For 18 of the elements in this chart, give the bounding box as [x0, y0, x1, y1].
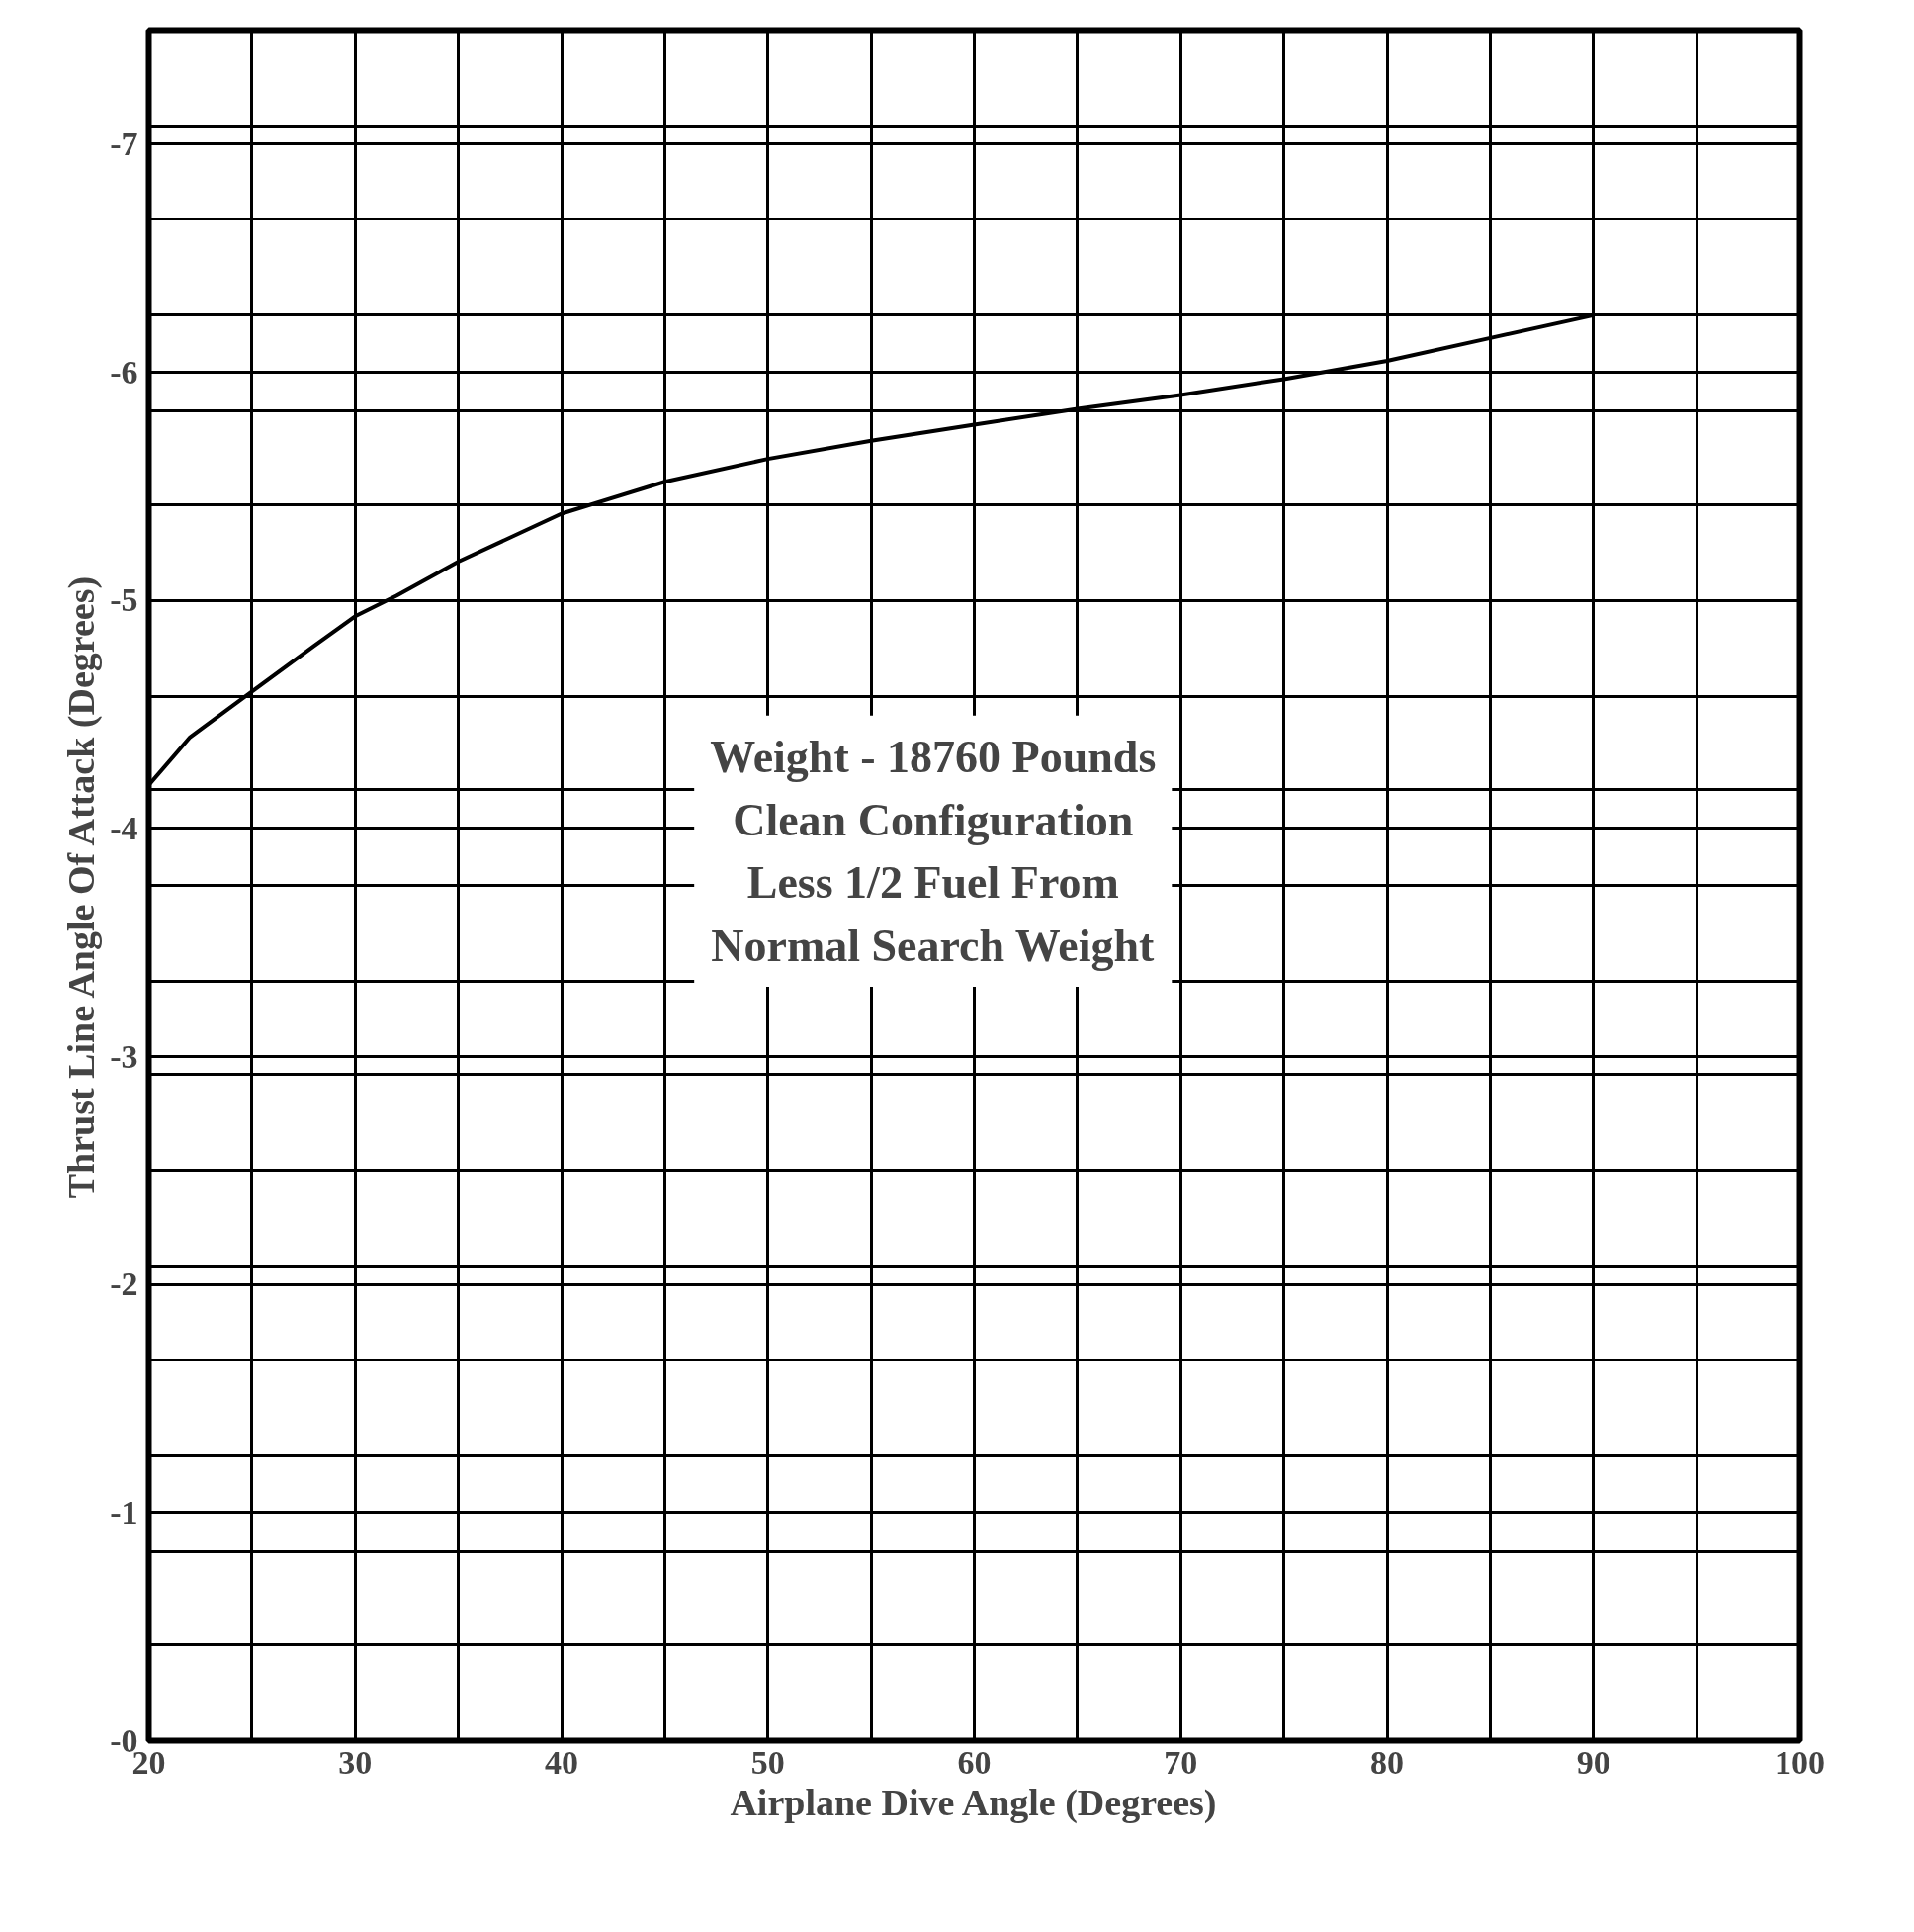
- y-tick-label: -4: [110, 809, 138, 846]
- y-tick-label: -2: [110, 1266, 138, 1303]
- x-tick-label: 100: [1775, 1743, 1825, 1781]
- x-tick-label: 60: [957, 1743, 992, 1781]
- x-tick-label: 90: [1576, 1743, 1610, 1781]
- x-tick-label: 30: [338, 1743, 373, 1781]
- y-axis-title: Thrust Line Angle Of Attack (Degrees): [60, 575, 104, 1199]
- x-tick-label: 40: [545, 1743, 578, 1781]
- x-tick-label: 50: [750, 1743, 785, 1781]
- x-tick-label: 80: [1370, 1743, 1404, 1781]
- y-tick-label: -7: [110, 125, 138, 162]
- x-tick-label: 70: [1164, 1743, 1198, 1781]
- annotation: Weight - 18760 Pounds Clean Configuration Less 1/2 Fuel From Normal Search Weight: [710, 731, 1157, 972]
- y-tick-label: -3: [110, 1037, 138, 1075]
- x-axis-title: Airplane Dive Angle (Degrees): [730, 1781, 1217, 1824]
- y-tick-label: -6: [110, 353, 138, 391]
- y-tick-label: -5: [110, 581, 138, 619]
- y-tick-label: -1: [110, 1493, 138, 1531]
